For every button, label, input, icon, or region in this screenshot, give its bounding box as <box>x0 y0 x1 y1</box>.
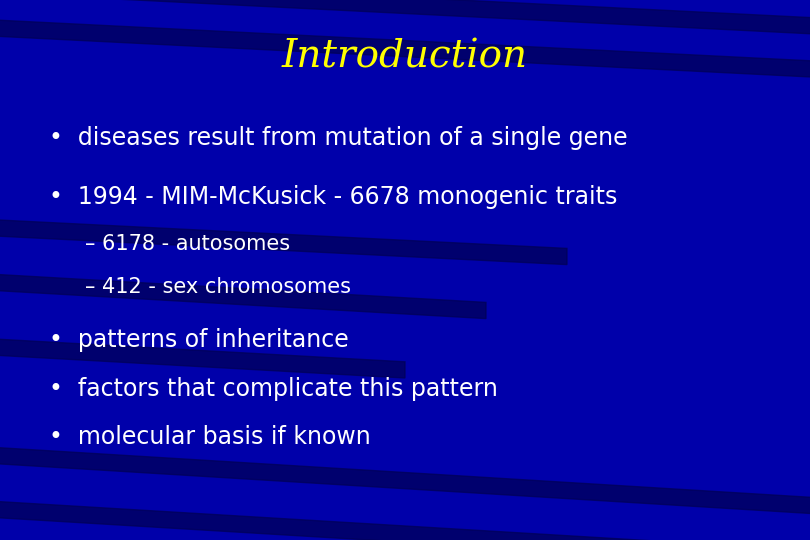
Text: – 6178 - autosomes: – 6178 - autosomes <box>85 234 290 254</box>
Polygon shape <box>0 497 729 540</box>
Polygon shape <box>0 443 810 518</box>
Text: •  molecular basis if known: • molecular basis if known <box>49 426 370 449</box>
Polygon shape <box>0 335 405 378</box>
Text: •  diseases result from mutation of a single gene: • diseases result from mutation of a sin… <box>49 126 627 150</box>
Text: •  factors that complicate this pattern: • factors that complicate this pattern <box>49 377 497 401</box>
Polygon shape <box>0 216 567 265</box>
Polygon shape <box>0 270 486 319</box>
Text: •  patterns of inheritance: • patterns of inheritance <box>49 328 348 352</box>
Polygon shape <box>0 16 810 81</box>
Polygon shape <box>0 0 810 38</box>
Text: – 412 - sex chromosomes: – 412 - sex chromosomes <box>85 277 351 298</box>
Text: Introduction: Introduction <box>282 38 528 75</box>
Text: •  1994 - MIM-McKusick - 6678 monogenic traits: • 1994 - MIM-McKusick - 6678 monogenic t… <box>49 185 617 209</box>
